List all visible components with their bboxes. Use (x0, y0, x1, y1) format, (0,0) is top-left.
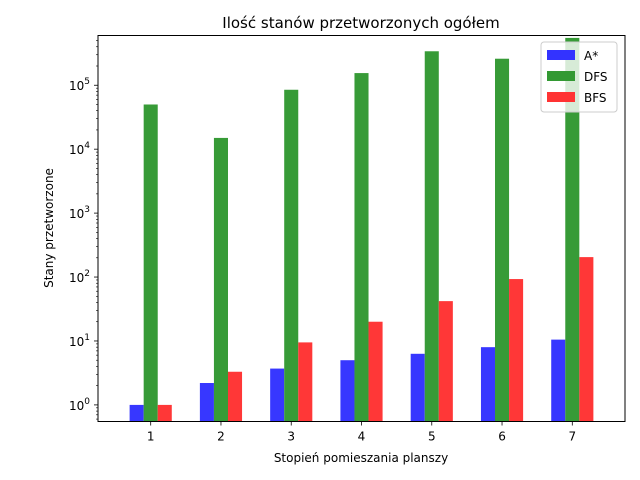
bar-dfs-1 (143, 104, 158, 422)
chart-title: Ilość stanów przetworzonych ogółem (222, 14, 499, 32)
bar-a-6 (480, 347, 496, 422)
y-tick-label: 101 (69, 333, 90, 349)
bar-dfs-6 (495, 58, 510, 422)
y-axis-label: Stany przetworzone (42, 168, 56, 288)
bar-a-2 (199, 383, 214, 422)
x-tick-label: 3 (287, 430, 295, 444)
bar-a-7 (551, 339, 566, 422)
bar-dfs-3 (284, 89, 299, 422)
bar-bfs-7 (579, 257, 594, 422)
bar-a-4 (340, 360, 355, 422)
x-tick-label: 1 (147, 430, 155, 444)
x-axis-label: Stopień pomieszania planszy (274, 451, 448, 465)
bar-bfs-2 (227, 371, 243, 422)
legend-label: BFS (584, 91, 607, 105)
bar-dfs-5 (424, 51, 439, 422)
bar-bfs-1 (157, 404, 172, 422)
bar-a-3 (270, 368, 285, 422)
x-tick-label: 2 (217, 430, 225, 444)
y-tick-label: 102 (69, 269, 90, 285)
bar-bfs-3 (298, 342, 313, 422)
x-tick-label: 6 (498, 430, 506, 444)
bars-layer (129, 37, 594, 422)
bar-bfs-5 (438, 301, 453, 422)
bar-dfs-4 (354, 73, 369, 422)
y-tick-label: 103 (69, 205, 90, 221)
x-tick-label: 5 (428, 430, 436, 444)
legend-label: DFS (584, 70, 608, 84)
y-tick-label: 100 (69, 397, 90, 413)
plot-frame (97, 35, 626, 422)
x-tick-label: 7 (568, 430, 576, 444)
legend-swatch-a (547, 50, 575, 60)
bar-bfs-6 (509, 279, 524, 422)
bar-dfs-2 (213, 137, 228, 422)
legend: A* DFS BFS (540, 41, 618, 113)
legend-label: A* (584, 49, 598, 63)
bar-bfs-4 (368, 321, 383, 422)
bar-a-5 (410, 353, 425, 422)
legend-swatch-dfs (547, 71, 575, 81)
bar-dfs-7 (565, 37, 580, 422)
bar-a-1 (129, 404, 144, 422)
y-tick-label: 105 (69, 77, 90, 93)
x-ticks: 1 2 3 4 5 6 7 (147, 421, 576, 444)
y-ticks: 100 101 102 103 104 105 (69, 40, 98, 420)
y-tick-label: 104 (69, 141, 90, 157)
x-tick-label: 4 (358, 430, 366, 444)
legend-swatch-bfs (547, 92, 575, 102)
